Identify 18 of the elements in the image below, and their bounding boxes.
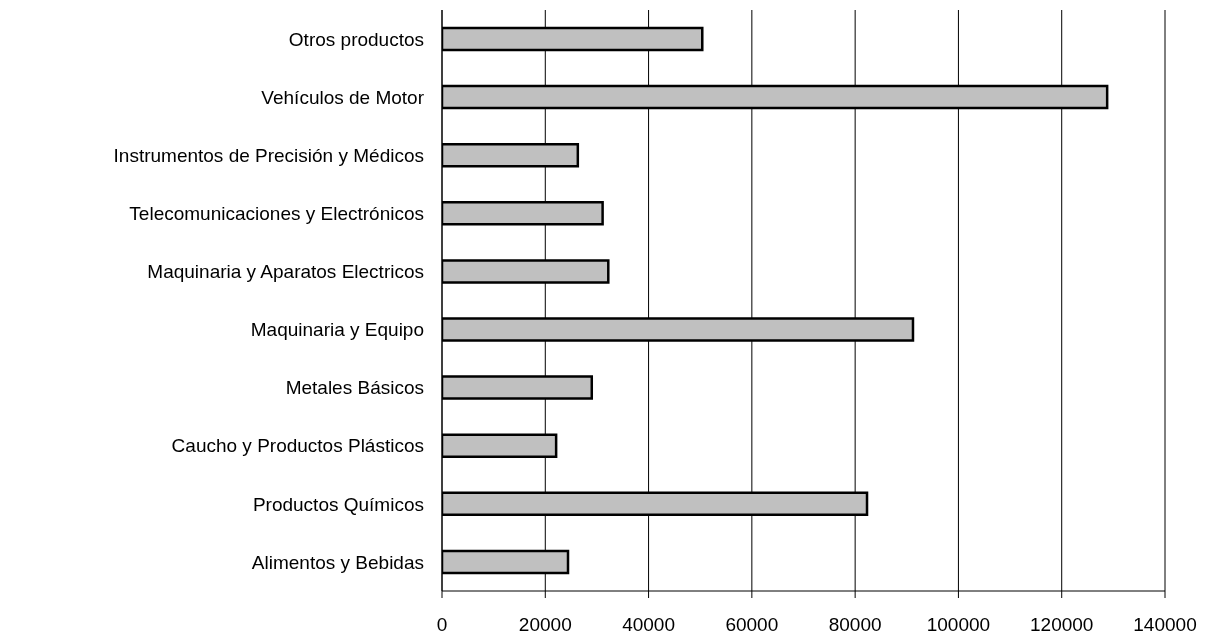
y-tick-label: Maquinaria y Equipo	[250, 319, 424, 341]
y-tick-label: Telecomunicaciones y Electrónicos	[129, 203, 424, 225]
y-tick-label: Instrumentos de Precisión y Médicos	[113, 144, 424, 166]
y-tick-label: Maquinaria y Aparatos Electricos	[147, 261, 424, 283]
y-tick-label: Vehículos de Motor	[261, 86, 425, 108]
y-tick-label: Metales Básicos	[285, 377, 424, 399]
x-tick-label: 120000	[1030, 614, 1094, 636]
y-tick-label: Caucho y Productos Plásticos	[171, 435, 424, 457]
x-tick-label: 60000	[725, 614, 779, 636]
y-tick-label: Alimentos y Bebidas	[251, 551, 424, 573]
x-tick-label: 100000	[926, 614, 991, 636]
x-tick-label: 40000	[622, 614, 675, 636]
y-tick-label: Otros productos	[288, 28, 424, 50]
x-tick-label: 0	[436, 614, 448, 636]
x-tick-label: 20000	[518, 614, 572, 636]
x-tick-label: 80000	[828, 614, 882, 636]
y-tick-label: Productos Químicos	[252, 493, 424, 515]
x-tick-label: 140000	[1133, 614, 1197, 636]
